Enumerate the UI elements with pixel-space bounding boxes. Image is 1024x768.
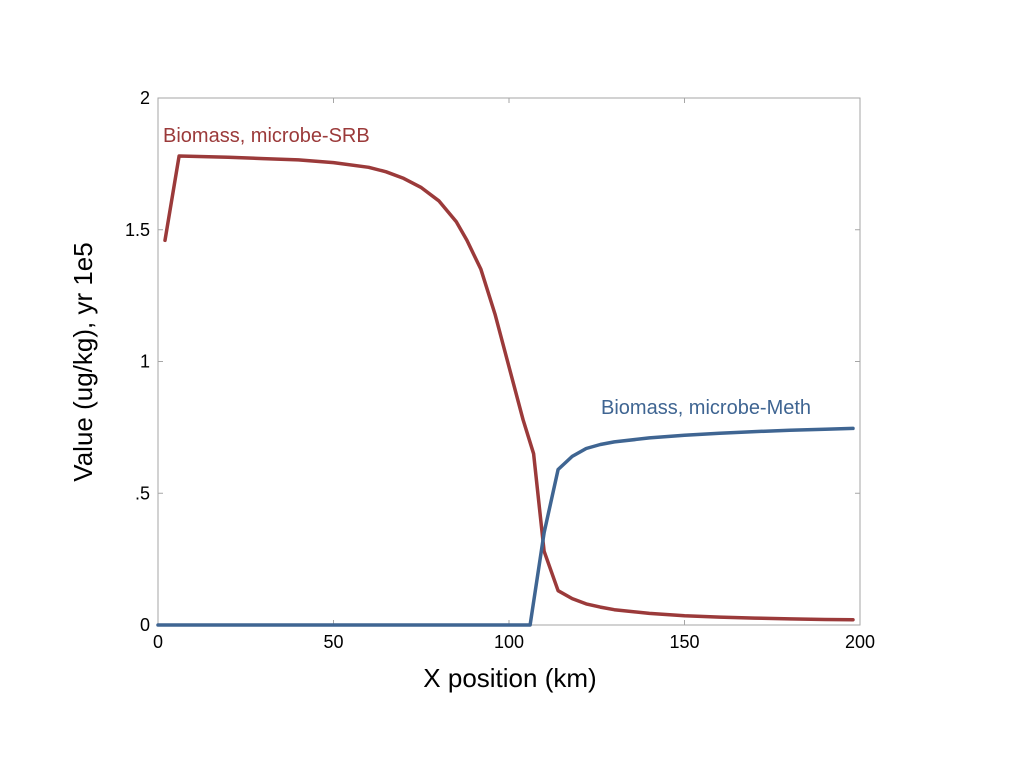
- series-label-meth: Biomass, microbe-Meth: [601, 397, 811, 419]
- x-tick-label: 100: [494, 632, 524, 652]
- axis-ticks: 0 50 100 150 200 0 .5 1 1.5 2: [125, 88, 875, 652]
- y-tick-label: 1: [140, 352, 150, 372]
- y-tick-label: 2: [140, 88, 150, 108]
- x-tick-label: 50: [323, 632, 343, 652]
- series-label-srb: Biomass, microbe-SRB: [163, 125, 370, 147]
- x-tick-label: 0: [153, 632, 163, 652]
- x-tick-label: 200: [845, 632, 875, 652]
- y-tick-label: .5: [135, 483, 150, 503]
- x-axis-title: X position (km): [423, 663, 596, 693]
- y-tick-label: 1.5: [125, 220, 150, 240]
- y-axis-title: Value (ug/kg), yr 1e5: [68, 242, 98, 481]
- series-layer: [156, 154, 855, 627]
- x-tick-label: 150: [669, 632, 699, 652]
- series-line-srb: [163, 154, 855, 622]
- series-line-meth: [156, 426, 855, 627]
- y-tick-label: 0: [140, 615, 150, 635]
